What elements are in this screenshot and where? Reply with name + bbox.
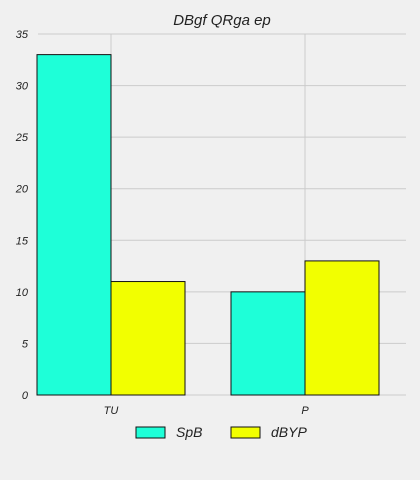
x-tick-label: P (301, 405, 309, 417)
y-tick-label: 35 (16, 29, 29, 41)
y-tick-label: 30 (16, 81, 29, 93)
legend-label-SpB: SpB (176, 424, 202, 440)
x-tick-labels: TU P (104, 405, 310, 417)
chart-title: DBgf QRga ep (173, 12, 271, 29)
legend-swatch-dBYP (230, 426, 261, 439)
y-tick-label: 20 (15, 184, 29, 196)
legend-label-dBYP: dBYP (271, 424, 307, 440)
legend-swatch-SpB (135, 426, 166, 439)
y-tick-label: 15 (16, 235, 29, 247)
bar-SpB-P (230, 291, 306, 396)
bar-SpB-TU (36, 54, 112, 396)
bar-dBYP-P (304, 260, 380, 396)
y-tick-label: 10 (16, 287, 29, 299)
bar-dBYP-TU (110, 281, 186, 396)
y-tick-label: 0 (22, 390, 29, 402)
x-tick-label: TU (104, 405, 119, 417)
legend: SpB dBYP (135, 424, 307, 440)
y-tick-label: 5 (22, 338, 29, 350)
y-tick-label: 25 (15, 132, 29, 144)
bars (36, 54, 380, 396)
y-tick-labels: 0 5 10 15 20 25 30 35 (15, 29, 29, 402)
